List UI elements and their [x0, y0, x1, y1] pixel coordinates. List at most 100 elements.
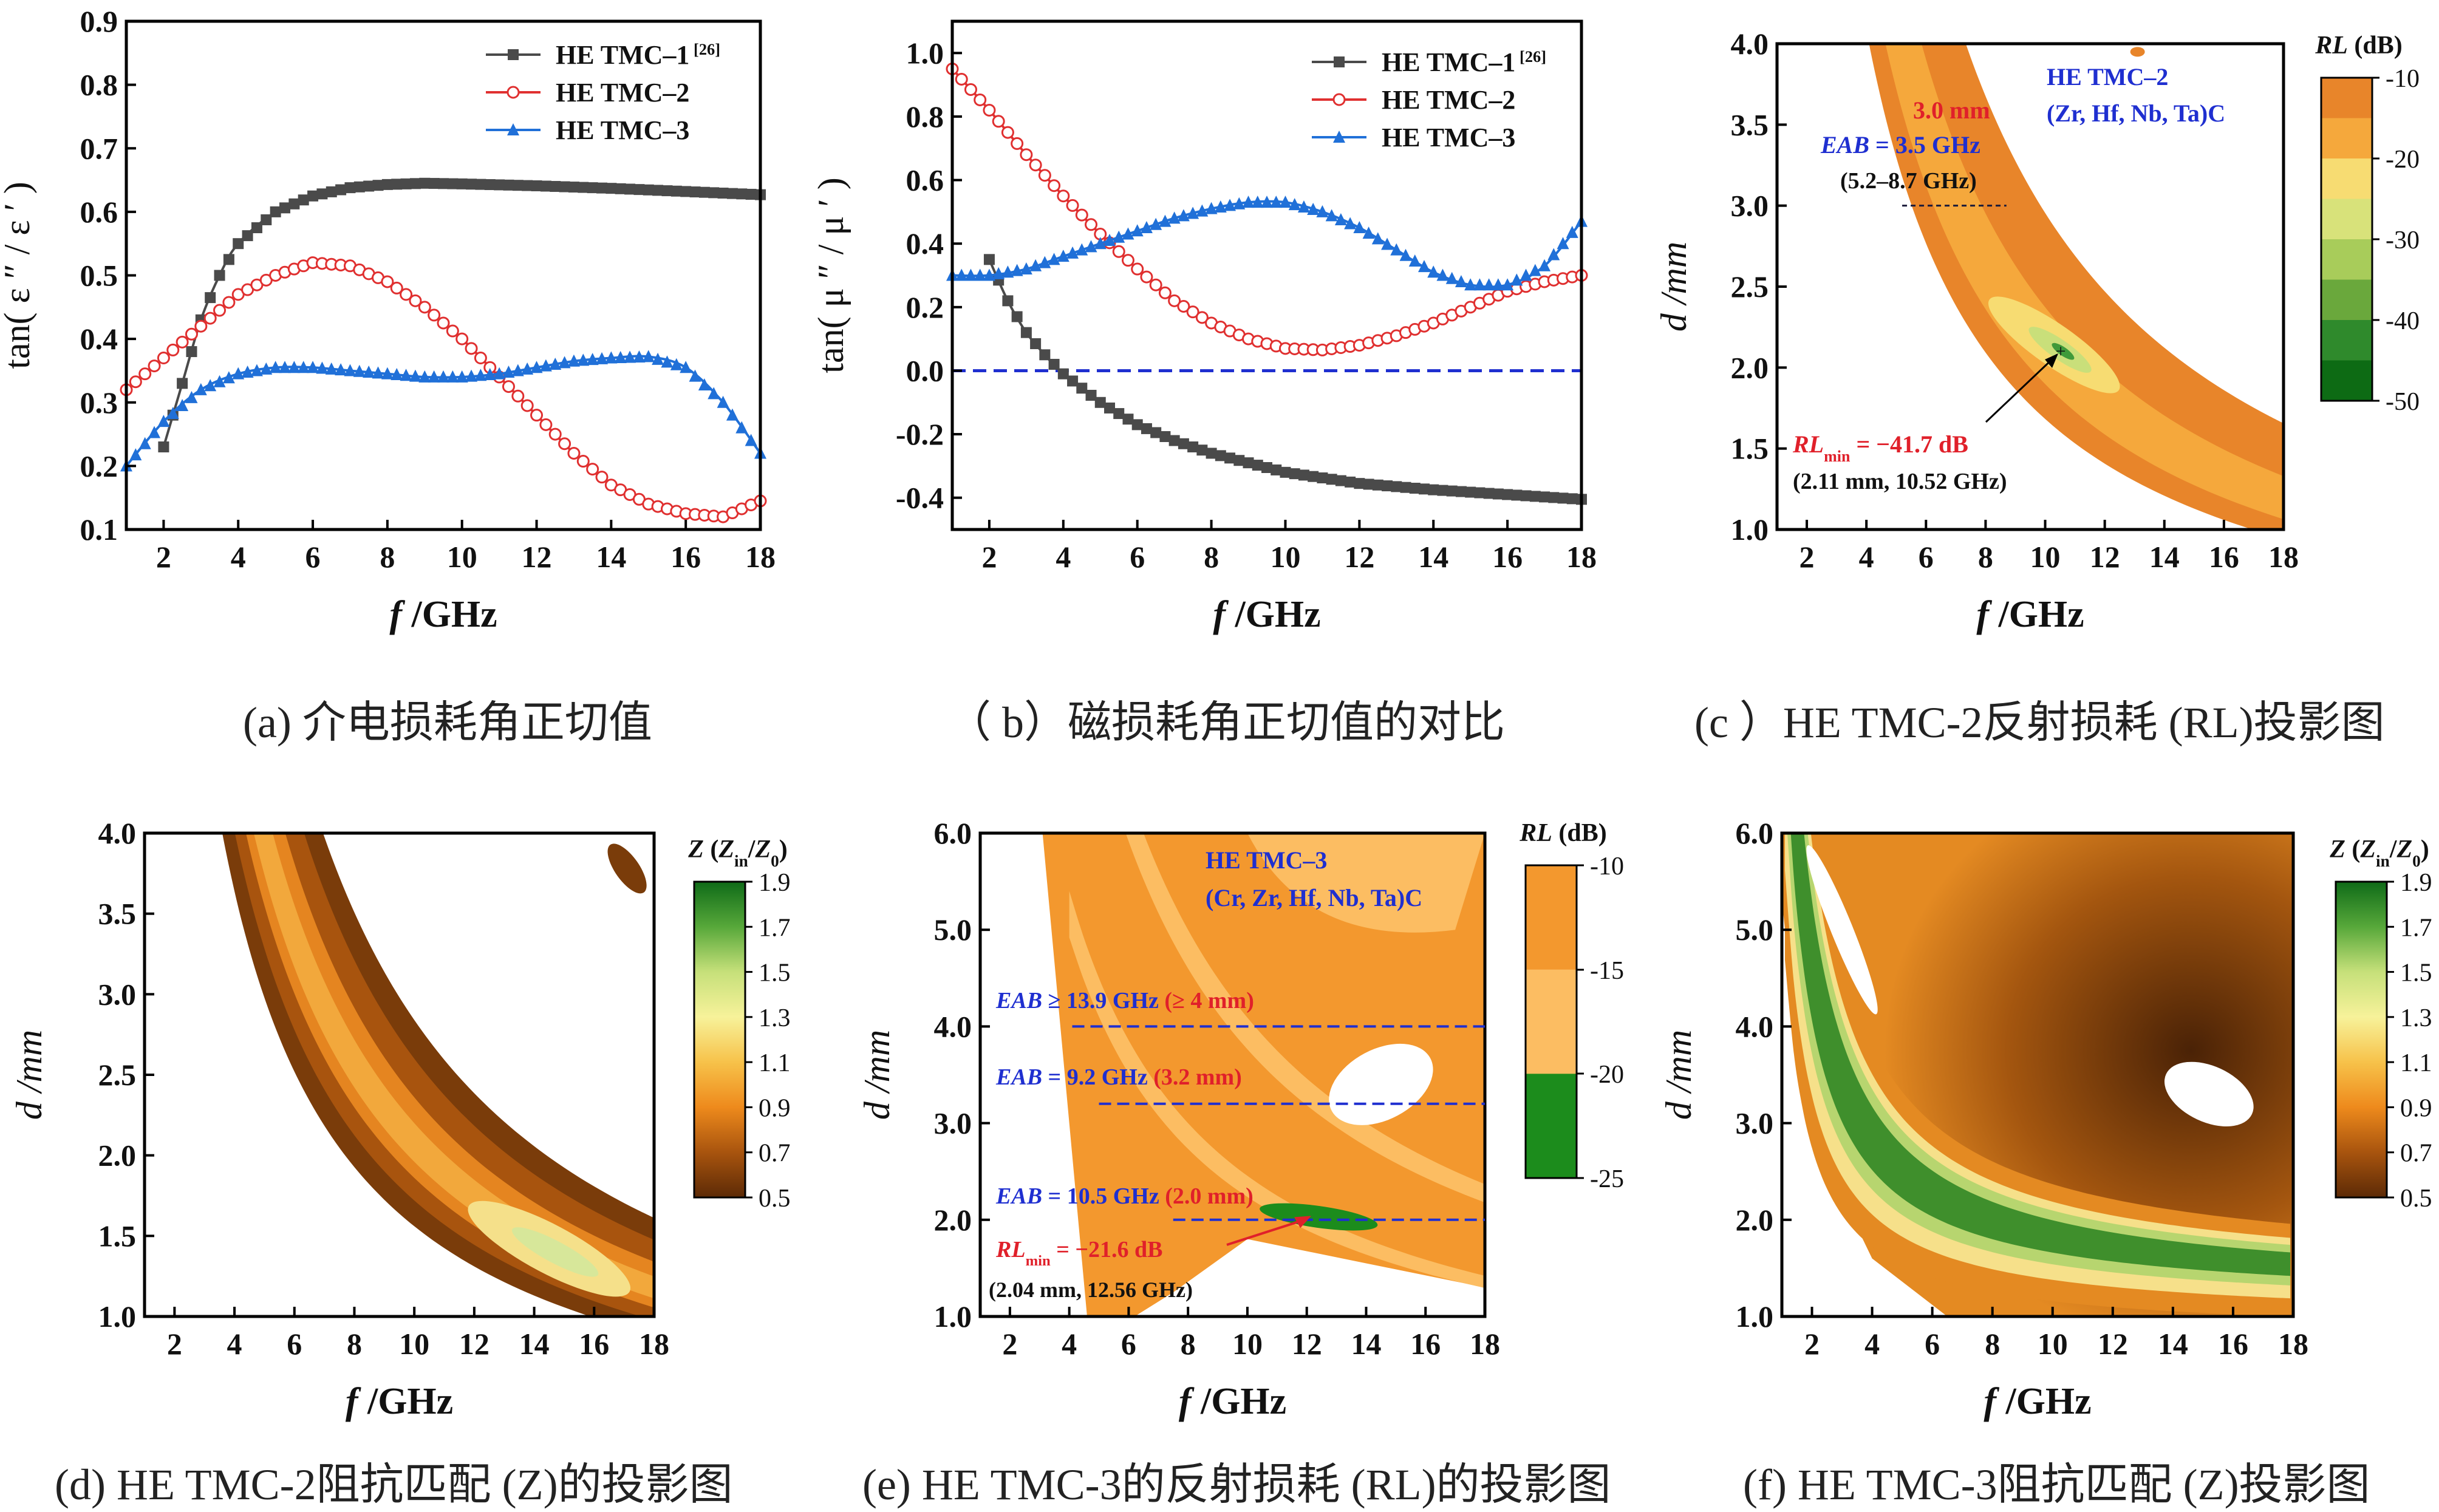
data-point — [964, 83, 977, 96]
x-axis-label: f /GHz — [1213, 594, 1320, 635]
data-point — [1455, 274, 1467, 287]
data-point — [446, 324, 459, 338]
data-point — [1168, 294, 1181, 307]
line-chart-b: HE TMC–1 [26] HE TMC–2 HE TMC–3 — [946, 47, 1588, 505]
caption-b: （ b）磁损耗角正切值的对比 — [947, 698, 1506, 747]
rl-min-arrow — [1985, 353, 2058, 423]
x-tick-label: 12 — [1344, 540, 1374, 574]
data-point — [1186, 305, 1199, 319]
data-point — [325, 362, 338, 375]
x-tick-label: 6 — [1925, 1327, 1940, 1361]
data-point — [1205, 202, 1218, 214]
data-point — [549, 357, 562, 370]
y-tick-label: 2.0 — [1736, 1203, 1774, 1237]
x-tick-label: 4 — [1859, 540, 1874, 574]
plot-frame — [1780, 831, 2295, 1318]
x-tick-label: 12 — [459, 1327, 490, 1361]
y-tick-label: 3.0 — [1736, 1106, 1774, 1140]
data-point — [1399, 248, 1412, 261]
data-point — [1029, 158, 1042, 172]
eab2-label: EAB = 9.2 GHz (3.2 mm) — [995, 1064, 1242, 1090]
data-point — [428, 178, 440, 189]
data-point — [1288, 198, 1301, 211]
rl-min-arrow — [1226, 1218, 1306, 1246]
x-tick-label: 10 — [2030, 540, 2061, 574]
y-tick-label: 1.0 — [934, 1299, 972, 1333]
data-point — [596, 182, 607, 194]
data-point — [419, 177, 431, 189]
data-point — [503, 179, 514, 191]
data-point — [1206, 448, 1217, 459]
colorbar-tick-label: -30 — [2386, 226, 2420, 254]
data-point — [1353, 221, 1366, 234]
data-point — [1224, 199, 1237, 211]
y-tick-label: 0.3 — [80, 386, 118, 420]
data-point — [1113, 230, 1125, 243]
data-point — [1566, 225, 1578, 238]
data-point — [1297, 200, 1310, 213]
rl-region-10dB — [1042, 833, 1485, 1316]
colorbar-tick-label: -20 — [2386, 146, 2420, 174]
y-tick-label: 1.0 — [1731, 513, 1769, 547]
x-tick-label: 12 — [2090, 540, 2120, 574]
colorbar-swatch — [2321, 158, 2372, 200]
y-tick-label: 6.0 — [1736, 816, 1774, 850]
data-point — [1307, 202, 1320, 215]
x-tick-label: 4 — [1864, 1327, 1880, 1361]
rl-min-point: (2.04 mm, 12.56 GHz) — [989, 1278, 1193, 1302]
rl-region-edge — [2236, 480, 2284, 514]
x-tick-label: 10 — [447, 540, 477, 574]
plot-frame — [978, 831, 1487, 1318]
x-tick-label: 8 — [1181, 1327, 1196, 1361]
data-point — [1020, 148, 1033, 162]
data-point — [539, 359, 552, 372]
data-point — [418, 301, 431, 314]
legend-label: HE TMC–2 — [1382, 85, 1515, 115]
data-point — [194, 383, 207, 395]
colorbar-tick-label: 1.7 — [2400, 914, 2432, 942]
legend-label: HE TMC–1 [26] — [1382, 47, 1546, 77]
data-point — [507, 86, 520, 99]
data-point — [1252, 460, 1263, 471]
rl-min-arrowhead — [2045, 353, 2059, 368]
y-axis-label: d /mm — [9, 1030, 49, 1120]
data-point — [1437, 485, 1448, 496]
data-point — [1067, 375, 1079, 387]
data-point — [548, 427, 562, 441]
data-point — [661, 355, 674, 368]
data-point — [1520, 268, 1532, 281]
data-point — [605, 351, 618, 364]
data-point — [578, 182, 589, 193]
data-point — [353, 364, 366, 377]
data-point — [1362, 226, 1375, 239]
x-tick-label: 8 — [1985, 1327, 2000, 1361]
data-point — [520, 399, 534, 412]
data-point — [205, 292, 216, 304]
x-tick-label: 6 — [1121, 1327, 1136, 1361]
annotations-e: HE TMC–3 (Cr, Zr, Hf, Nb, Ta)C EAB ≥ 13.9 … — [989, 846, 1485, 1302]
data-point — [522, 180, 533, 191]
data-point — [1131, 419, 1143, 431]
data-point — [717, 188, 729, 199]
eab-range-label: (5.2–8.7 GHz) — [1840, 168, 1977, 194]
data-point — [222, 296, 236, 309]
data-point — [1298, 469, 1309, 481]
x-tick-label: 16 — [2218, 1327, 2248, 1361]
data-point — [372, 366, 384, 379]
data-point — [223, 254, 234, 265]
x-tick-label: 18 — [1566, 540, 1597, 574]
y-tick-label: 0.2 — [906, 290, 944, 324]
data-point — [1075, 208, 1088, 222]
data-point — [1038, 169, 1051, 182]
data-point — [992, 115, 1005, 128]
colorbar-tick-label: 0.9 — [2400, 1094, 2432, 1122]
legend-label: HE TMC–3 — [1382, 123, 1515, 152]
colorbar-tick-label: -40 — [2386, 307, 2420, 335]
colorbar-frame — [1524, 864, 1578, 1179]
data-point — [335, 184, 347, 196]
annotations-c: HE TMC–2 (Zr, Hf, Nb, Ta)C 3.0 mm EAB = 3.5… — [1792, 63, 2225, 494]
colorbar-swatch — [1526, 1074, 1577, 1179]
data-point — [1168, 435, 1180, 446]
data-point — [437, 316, 450, 330]
y-tick-label: 1.5 — [1731, 432, 1769, 466]
